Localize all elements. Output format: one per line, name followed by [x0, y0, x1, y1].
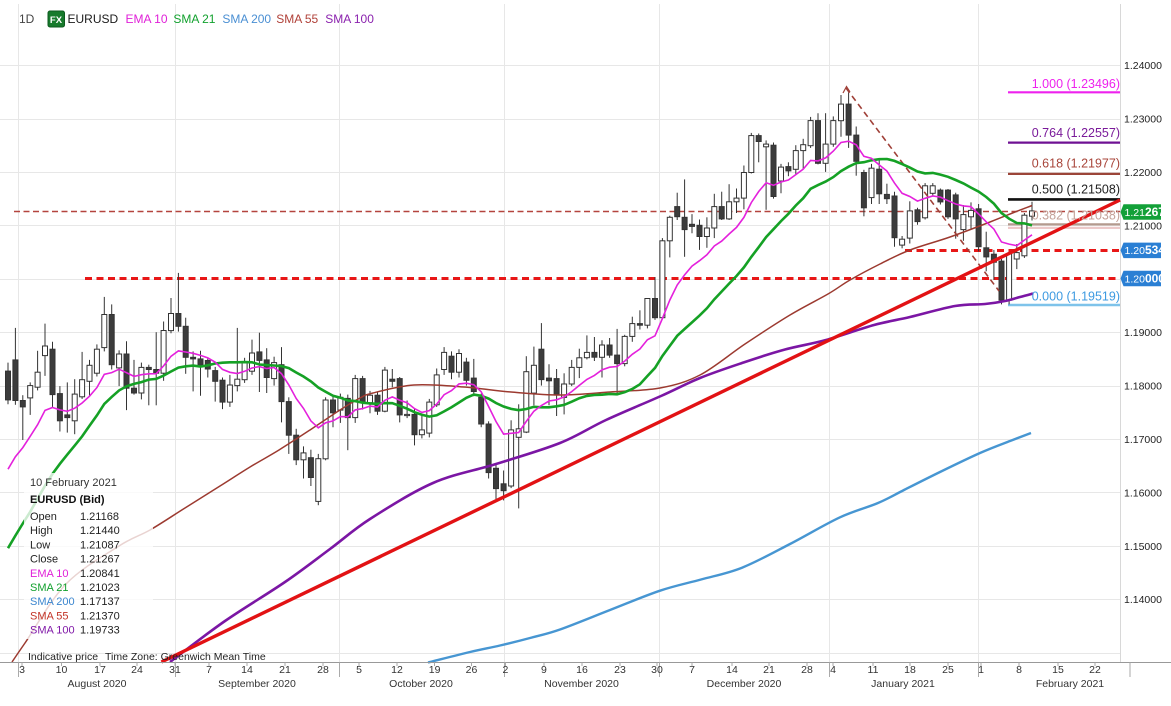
svg-text:October 2020: October 2020	[389, 678, 453, 690]
svg-text:8: 8	[1016, 664, 1022, 676]
svg-text:Low: Low	[30, 539, 50, 551]
svg-text:5: 5	[356, 664, 362, 676]
svg-text:1.20534: 1.20534	[1125, 243, 1166, 257]
svg-text:7: 7	[689, 664, 695, 676]
svg-text:1.20000: 1.20000	[1125, 271, 1166, 285]
svg-text:14: 14	[241, 664, 253, 676]
svg-text:1.24000: 1.24000	[1124, 60, 1162, 72]
svg-text:10 February 2021: 10 February 2021	[30, 477, 117, 489]
svg-text:28: 28	[801, 664, 813, 676]
svg-text:September 2020: September 2020	[218, 678, 296, 690]
svg-text:1.21440: 1.21440	[80, 525, 120, 537]
svg-text:30: 30	[651, 664, 663, 676]
svg-text:24: 24	[131, 664, 143, 676]
svg-text:February 2021: February 2021	[1036, 678, 1104, 690]
svg-text:1.19733: 1.19733	[80, 625, 120, 637]
svg-text:SMA 200: SMA 200	[30, 596, 75, 608]
svg-text:1.18000: 1.18000	[1124, 381, 1162, 393]
svg-text:Close: Close	[30, 554, 58, 566]
svg-text:Indicative price: Indicative price	[28, 651, 98, 663]
svg-text:22: 22	[1089, 664, 1101, 676]
svg-text:SMA 21: SMA 21	[173, 12, 215, 26]
svg-text:4: 4	[830, 664, 836, 676]
svg-text:1.15000: 1.15000	[1124, 541, 1162, 553]
svg-text:26: 26	[466, 664, 478, 676]
svg-text:23: 23	[614, 664, 626, 676]
svg-text:1.21087: 1.21087	[80, 539, 120, 551]
svg-text:SMA 55: SMA 55	[30, 610, 69, 622]
svg-text:SMA 200: SMA 200	[222, 12, 271, 26]
svg-text:November 2020: November 2020	[544, 678, 619, 690]
svg-text:1.21000: 1.21000	[1124, 220, 1162, 232]
svg-text:Open: Open	[30, 511, 57, 523]
svg-text:Time Zone: Greenwich Mean Time: Time Zone: Greenwich Mean Time	[105, 651, 266, 663]
svg-text:19: 19	[429, 664, 441, 676]
svg-text:1D: 1D	[19, 12, 35, 26]
svg-text:EMA 10: EMA 10	[126, 12, 168, 26]
svg-text:0.500 (1.21508): 0.500 (1.21508)	[1032, 183, 1120, 197]
svg-text:21: 21	[763, 664, 775, 676]
svg-text:3: 3	[19, 664, 25, 676]
svg-text:EURUSD (Bid): EURUSD (Bid)	[30, 494, 105, 506]
svg-text:12: 12	[391, 664, 403, 676]
svg-text:17: 17	[94, 664, 106, 676]
svg-text:0.764 (1.22557): 0.764 (1.22557)	[1032, 126, 1120, 140]
svg-text:1.000 (1.23496): 1.000 (1.23496)	[1032, 77, 1120, 91]
svg-text:16: 16	[576, 664, 588, 676]
svg-text:25: 25	[942, 664, 954, 676]
svg-text:1.21023: 1.21023	[80, 582, 120, 594]
svg-text:1.14000: 1.14000	[1124, 594, 1162, 606]
svg-text:2: 2	[502, 664, 508, 676]
svg-text:0.000 (1.19519): 0.000 (1.19519)	[1032, 290, 1120, 304]
svg-text:1: 1	[978, 664, 984, 676]
svg-text:0.618 (1.21977): 0.618 (1.21977)	[1032, 157, 1120, 171]
svg-text:1.21267: 1.21267	[80, 554, 120, 566]
svg-text:EURUSD: EURUSD	[68, 12, 119, 26]
svg-text:SMA 55: SMA 55	[276, 12, 318, 26]
svg-text:EMA 10: EMA 10	[30, 568, 69, 580]
svg-text:SMA 21: SMA 21	[30, 582, 69, 594]
svg-text:0.382 (1.21038): 0.382 (1.21038)	[1032, 209, 1120, 223]
svg-text:1.17000: 1.17000	[1124, 434, 1162, 446]
svg-text:1.21168: 1.21168	[80, 511, 119, 523]
svg-text:1.16000: 1.16000	[1124, 487, 1162, 499]
svg-text:15: 15	[1052, 664, 1064, 676]
svg-text:28: 28	[317, 664, 329, 676]
svg-text:FX: FX	[50, 15, 63, 26]
svg-text:9: 9	[541, 664, 547, 676]
svg-text:1.17137: 1.17137	[80, 596, 120, 608]
svg-text:7: 7	[206, 664, 212, 676]
svg-text:10: 10	[56, 664, 68, 676]
svg-text:January 2021: January 2021	[871, 678, 935, 690]
svg-text:1.21370: 1.21370	[80, 610, 120, 622]
svg-text:1.19000: 1.19000	[1124, 327, 1162, 339]
svg-text:SMA 100: SMA 100	[325, 12, 374, 26]
svg-text:31: 31	[169, 664, 181, 676]
svg-text:21: 21	[279, 664, 291, 676]
svg-text:August 2020: August 2020	[68, 678, 127, 690]
svg-text:1.20841: 1.20841	[80, 568, 120, 580]
svg-text:11: 11	[868, 664, 879, 676]
svg-text:18: 18	[904, 664, 916, 676]
svg-text:1.21267: 1.21267	[1125, 205, 1166, 219]
svg-text:1.22000: 1.22000	[1124, 167, 1162, 179]
svg-text:High: High	[30, 525, 53, 537]
svg-text:1.23000: 1.23000	[1124, 114, 1162, 126]
svg-text:December 2020: December 2020	[707, 678, 782, 690]
svg-text:SMA 100: SMA 100	[30, 625, 75, 637]
svg-text:14: 14	[726, 664, 738, 676]
